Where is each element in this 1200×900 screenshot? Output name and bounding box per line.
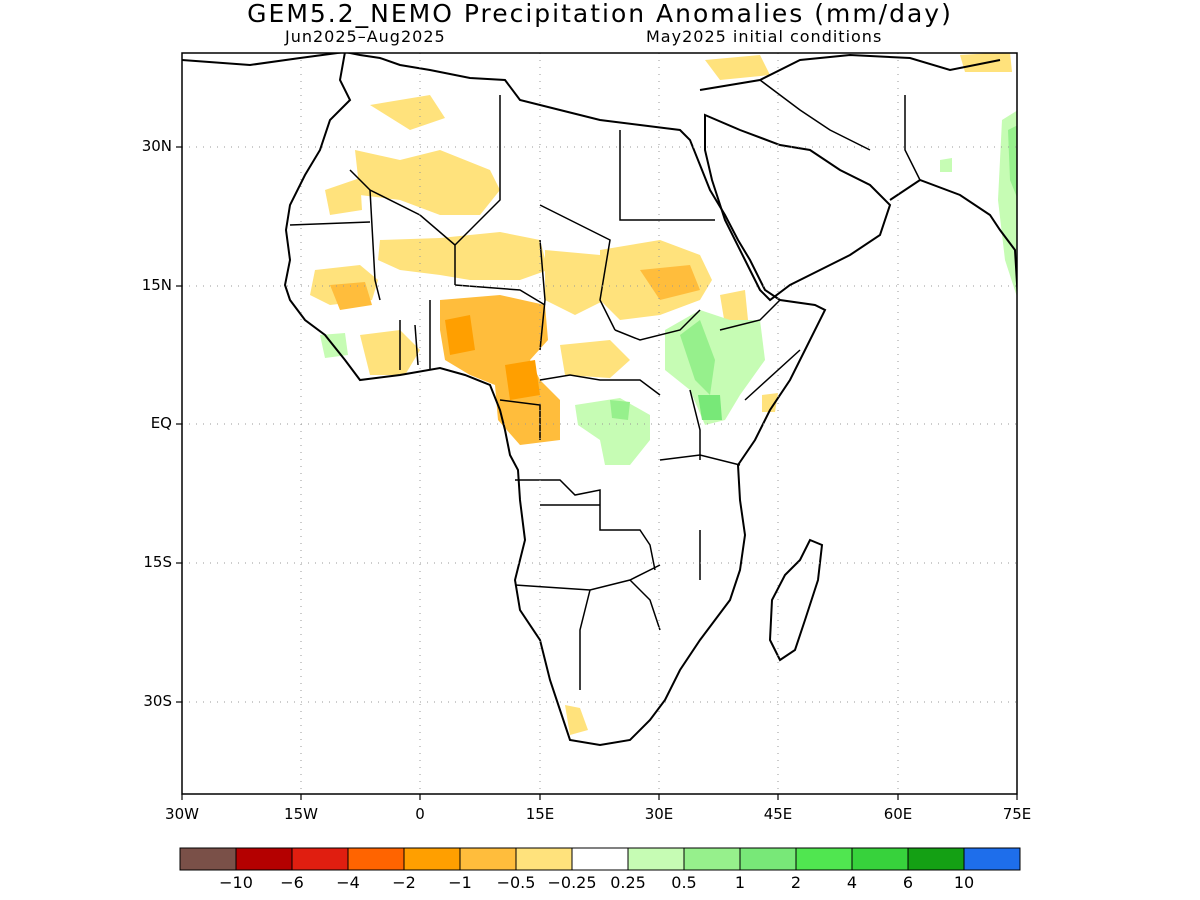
x-label-30w: 30W [165,805,199,823]
border-layer [289,79,921,690]
anomaly-arabia-north [705,55,770,80]
colorbar-tick-label: −0.25 [547,873,597,892]
colorbar-swatch [627,847,685,871]
anomaly-western-sahara [325,178,362,215]
anomaly-ethiopia-wet [680,320,715,395]
anomaly-chad [545,250,605,315]
y-label-30n: 30N [141,137,172,155]
colorbar-swatch [683,847,741,871]
anomaly-sahara-north [370,95,445,130]
y-label-15n: 15N [141,276,172,294]
europe-coastline [182,53,346,67]
colorbar-tick-label: −10 [219,873,253,892]
x-label-15w: 15W [284,805,318,823]
init-subtitle: May2025 initial conditions [646,27,883,46]
x-label-75e: 75E [1002,805,1032,823]
chart-title: GEM5.2_NEMO Precipitation Anomalies (mm/… [247,0,953,28]
anomaly-sudan-core [640,265,700,300]
africa-coastline [283,53,827,747]
anomaly-arabia-wet [940,158,952,172]
anomaly-congo-wet-core [610,400,630,420]
colorbar-swatch [739,847,797,871]
colorbar-tick-label: −2 [392,873,416,892]
madagascar-coastline [768,538,824,662]
x-label-60e: 60E [883,805,913,823]
anomaly-ethiopia-dry [720,290,748,325]
anomaly-congo-wet [575,398,650,465]
x-label-30e: 30E [644,805,674,823]
colorbar-swatch [235,847,293,871]
y-label-30s: 30S [143,692,172,710]
colorbar-swatch [907,847,965,871]
colorbar-tick-label: −6 [280,873,304,892]
arabia-coastline [704,113,892,302]
x-label-45e: 45E [763,805,793,823]
anomaly-benin-core [445,315,475,355]
colorbar-tick-label: −1 [448,873,472,892]
colorbar-swatch [403,847,461,871]
anomaly-guinea-coast [360,330,420,375]
colorbar-swatch [795,847,853,871]
colorbar-tick-label: 4 [846,873,858,892]
coastline-layer [182,53,1017,747]
colorbar-swatch [347,847,405,871]
colorbar-tick-label: −4 [336,873,360,892]
anomaly-india-wet-core [1008,125,1017,198]
anomaly-car [560,340,630,378]
colorbar-swatch [179,847,237,871]
colorbar-tick-label: 10 [953,873,975,892]
x-label-0: 0 [415,805,425,823]
tick-marks [176,146,1018,800]
y-label-15s: 15S [143,553,172,571]
colorbar-swatch [515,847,573,871]
anomaly-layer [310,53,1017,735]
colorbar-swatch [963,847,1021,871]
colorbar [179,847,1021,871]
anomaly-somalia [762,393,778,412]
colorbar-swatch [571,847,629,871]
anomaly-cape [565,705,588,735]
anomaly-ethiopia-wet-core [698,395,722,420]
colorbar-tick-label: −0.5 [496,873,536,892]
colorbar-tick-label: 0.5 [671,873,697,892]
anomaly-mali-band [378,232,548,280]
colorbar-swatch [291,847,349,871]
x-label-15e: 15E [525,805,555,823]
colorbar-swatch [459,847,517,871]
colorbar-tick-label: 6 [902,873,914,892]
anomaly-senegal [330,282,372,310]
anomaly-sahara-central [355,150,500,215]
colorbar-tick-label: 0.25 [610,873,646,892]
anomaly-cameroon-core [505,360,540,400]
y-label-eq: EQ [150,414,172,432]
colorbar-tick-label: 1 [734,873,746,892]
colorbar-tick-label: 2 [790,873,802,892]
colorbar-swatch [851,847,909,871]
period-subtitle: Jun2025–Aug2025 [285,27,446,46]
